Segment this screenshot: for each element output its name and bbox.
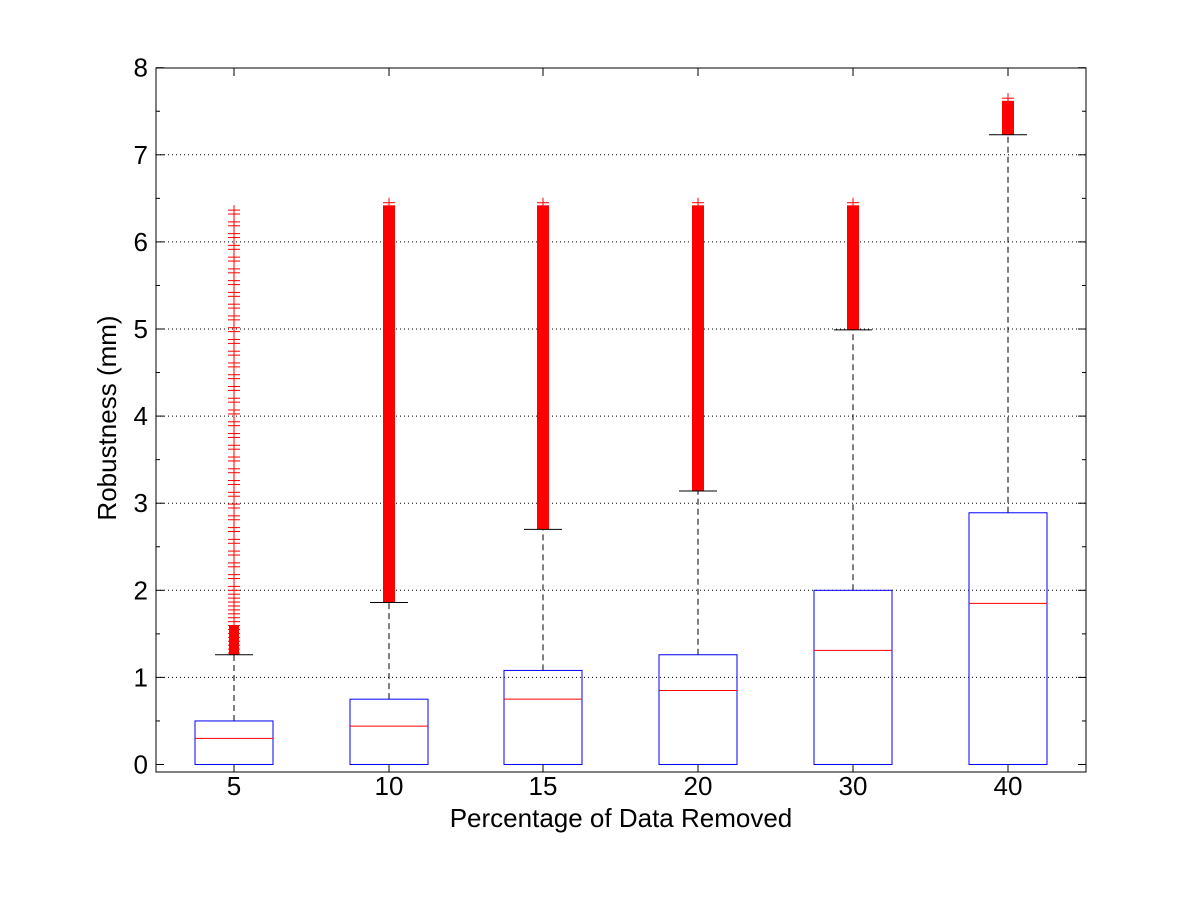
outlier-band <box>537 205 549 530</box>
y-axis-title: Robustness (mm) <box>92 315 122 520</box>
plot-frame <box>155 67 1087 773</box>
outlier-band <box>1002 100 1014 135</box>
x-axis-title: Percentage of Data Removed <box>450 803 793 833</box>
x-tick-label: 5 <box>227 771 241 801</box>
boxes-layer <box>194 93 1048 766</box>
y-axis-ticks: 0 1 2 3 4 5 6 7 8 <box>134 53 1086 780</box>
x-tick-label: 20 <box>684 771 713 801</box>
outlier-band <box>692 205 704 492</box>
outlier-band <box>383 205 395 603</box>
box-group-30 <box>813 197 893 765</box>
box-group-5 <box>194 205 274 766</box>
outlier-band <box>229 625 239 655</box>
y-tick-label: 4 <box>134 401 148 431</box>
y-tick-label: 5 <box>134 314 148 344</box>
x-tick-label: 10 <box>375 771 404 801</box>
box-group-40 <box>968 93 1048 765</box>
y-tick-label: 3 <box>134 488 148 518</box>
outliers-20 <box>692 197 704 492</box>
y-tick-label: 0 <box>134 750 148 780</box>
y-tick-label: 2 <box>134 575 148 605</box>
x-axis-ticks: 5 10 15 20 30 40 <box>227 68 1023 801</box>
y-tick-label: 8 <box>134 53 148 83</box>
plot-background <box>156 68 1086 772</box>
x-tick-label: 30 <box>839 771 868 801</box>
outliers-40 <box>1002 93 1014 135</box>
outliers-15 <box>537 197 549 530</box>
outliers-10 <box>383 197 395 603</box>
outlier-band <box>847 205 859 330</box>
outliers-30 <box>847 197 859 330</box>
grid-lines <box>156 154 1086 678</box>
outliers-5 <box>228 205 240 659</box>
box-group-15 <box>503 197 583 766</box>
y-tick-label: 7 <box>134 140 148 170</box>
y-tick-label: 6 <box>134 227 148 257</box>
y-tick-label: 1 <box>134 662 148 692</box>
x-tick-label: 15 <box>529 771 558 801</box>
box-group-10 <box>349 197 429 765</box>
x-tick-label: 40 <box>994 771 1023 801</box>
